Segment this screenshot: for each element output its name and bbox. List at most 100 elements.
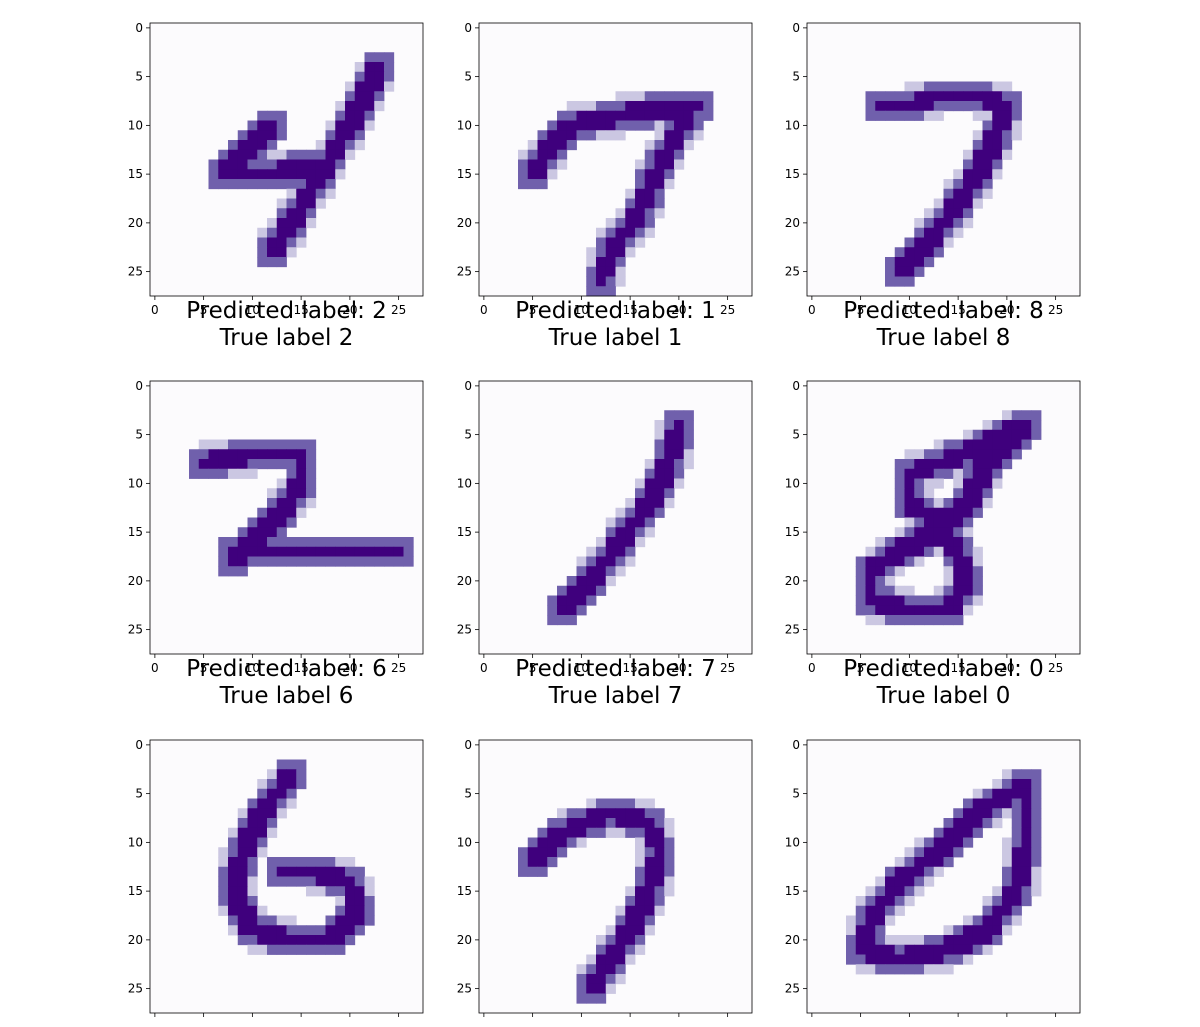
pixel [247,915,258,926]
pixel [914,556,925,567]
pixel [276,527,287,538]
pixel [325,857,336,868]
pixel [664,149,675,160]
pixel [664,169,675,180]
pixel [972,110,983,121]
pixel [189,449,200,460]
pixel [865,886,876,897]
pixel [257,527,268,538]
pixel [625,546,636,557]
pixel [237,827,248,838]
pixel [982,905,993,916]
pixel [654,120,665,131]
pixel [615,537,626,548]
y-tick-label: 10 [785,476,800,490]
pixel [557,827,568,838]
pixel [875,576,886,587]
pixel [286,935,297,946]
pixel [982,488,993,499]
pixel [267,556,278,567]
pixel [943,537,954,548]
x-tick-label: 20 [999,303,1014,317]
pixel [267,140,278,151]
pixel [963,954,974,965]
pixel [654,101,665,112]
true-label-text: True label 2 [219,325,354,351]
pixel [257,449,268,460]
pixel [982,140,993,151]
pixel [855,566,866,577]
pixel [189,459,200,470]
pixel [228,179,239,190]
pixel [683,410,694,421]
pixel [576,556,587,567]
y-tick-label: 5 [792,70,800,84]
pixel [1002,420,1013,431]
pixel [894,566,905,577]
pixel [566,130,577,141]
pixel [654,179,665,190]
pixel [267,257,278,268]
pixel [257,507,268,518]
pixel [904,478,915,489]
pixel [625,120,636,131]
pixel [914,954,925,965]
pixel [566,120,577,131]
pixel [218,169,229,180]
pixel [605,257,616,268]
pixel [364,62,375,73]
pixel [557,595,568,606]
pixel [1011,120,1022,131]
pixel [286,788,297,799]
pixel [218,556,229,567]
pixel [625,507,636,518]
pixel [885,546,896,557]
pixel [1011,91,1022,102]
pixel [257,257,268,268]
pixel [875,585,886,596]
pixel [354,925,365,936]
pixel [885,886,896,897]
pixel [364,905,375,916]
pixel [237,459,248,470]
pixel [972,488,983,499]
pixel [296,227,307,238]
x-tick-label: 20 [342,303,357,317]
pixel [527,169,538,180]
pixel [276,935,287,946]
pixel [1002,439,1013,450]
pixel [354,140,365,151]
pixel [547,827,558,838]
y-tick-label: 5 [135,787,143,801]
pixel [933,110,944,121]
pixel [654,876,665,887]
pixel [605,827,616,838]
pixel [635,827,646,838]
x-tick-label: 5 [857,303,865,317]
pixel [354,546,365,557]
pixel [286,546,297,557]
pixel [586,266,597,277]
pixel [865,905,876,916]
pixel [276,925,287,936]
pixel [267,459,278,470]
pixel [664,159,675,170]
pixel [237,566,248,577]
pixel [615,247,626,258]
pixel [885,110,896,121]
pixel [228,905,239,916]
pixel [875,886,886,897]
pixel [683,140,694,151]
pixel [218,566,229,577]
pixel [296,198,307,209]
pixel [615,546,626,557]
digit-image-6 [218,759,375,955]
pixel [674,149,685,160]
pixel [963,527,974,538]
pixel [247,876,258,887]
pixel [1011,847,1022,858]
pixel [286,478,297,489]
pixel [855,896,866,907]
pixel [257,779,268,790]
